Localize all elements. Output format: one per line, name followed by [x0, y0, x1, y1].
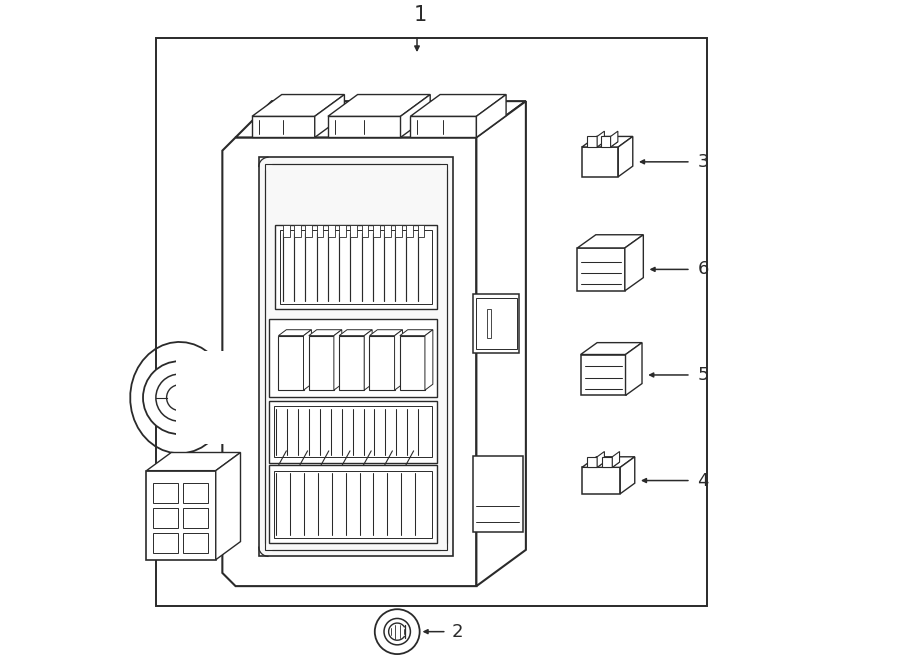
Polygon shape [425, 330, 433, 390]
Bar [582, 467, 620, 494]
Bar [400, 336, 425, 390]
Text: 4: 4 [698, 471, 709, 489]
Polygon shape [222, 138, 476, 586]
Bar [395, 225, 402, 237]
Text: 2: 2 [451, 623, 463, 641]
Polygon shape [582, 136, 633, 147]
Polygon shape [476, 101, 526, 586]
Polygon shape [364, 330, 372, 390]
Bar [373, 225, 380, 237]
Polygon shape [476, 95, 506, 138]
Polygon shape [625, 235, 643, 291]
Text: 6: 6 [698, 260, 709, 279]
Bar [587, 136, 597, 147]
Bar [281, 230, 431, 304]
Bar [183, 483, 208, 503]
Polygon shape [577, 235, 644, 248]
Text: 1: 1 [414, 5, 427, 25]
Polygon shape [328, 95, 430, 117]
Bar [278, 336, 303, 390]
Circle shape [166, 385, 193, 410]
Bar [268, 401, 436, 463]
Bar [275, 225, 436, 309]
Bar [153, 508, 178, 528]
Polygon shape [400, 95, 430, 138]
Bar [602, 457, 612, 467]
Polygon shape [410, 117, 476, 138]
Bar [183, 508, 208, 528]
Bar [258, 157, 454, 557]
Bar [587, 457, 597, 467]
Bar [350, 225, 357, 237]
Polygon shape [620, 457, 634, 494]
Polygon shape [252, 95, 345, 117]
Bar [384, 225, 391, 237]
Bar [157, 38, 707, 606]
Polygon shape [278, 330, 311, 336]
Polygon shape [597, 131, 605, 147]
Text: 3: 3 [698, 153, 709, 171]
Bar [339, 225, 346, 237]
Circle shape [374, 609, 419, 654]
Text: 5: 5 [698, 366, 709, 384]
Bar [580, 355, 626, 395]
Bar [274, 406, 431, 457]
Polygon shape [370, 330, 402, 336]
Bar [473, 295, 519, 353]
Polygon shape [602, 462, 619, 467]
Bar [487, 309, 491, 338]
Polygon shape [612, 451, 619, 467]
Polygon shape [394, 330, 402, 390]
Circle shape [384, 618, 410, 645]
Bar [153, 534, 178, 553]
Bar [176, 352, 230, 444]
Polygon shape [610, 131, 618, 147]
Polygon shape [400, 330, 433, 336]
Bar [370, 336, 394, 390]
Polygon shape [334, 330, 342, 390]
Polygon shape [147, 453, 240, 471]
Bar [600, 136, 610, 147]
Bar [362, 225, 368, 237]
Bar [418, 225, 425, 237]
Bar [309, 336, 334, 390]
Bar [274, 471, 431, 538]
Bar [284, 225, 290, 237]
Polygon shape [587, 462, 605, 467]
Bar [473, 456, 523, 532]
Bar [476, 298, 518, 350]
Polygon shape [582, 457, 634, 467]
Bar [268, 465, 436, 544]
Polygon shape [410, 95, 506, 117]
Bar [153, 483, 178, 503]
Polygon shape [303, 330, 311, 390]
Polygon shape [309, 330, 342, 336]
Polygon shape [315, 95, 345, 138]
Polygon shape [587, 142, 605, 147]
Bar [582, 147, 618, 177]
Polygon shape [600, 142, 618, 147]
Bar [339, 336, 365, 390]
Polygon shape [216, 453, 240, 560]
Polygon shape [597, 451, 605, 467]
Bar [183, 534, 208, 553]
Bar [577, 248, 625, 291]
Polygon shape [236, 101, 526, 138]
Circle shape [156, 374, 203, 421]
Polygon shape [339, 330, 372, 336]
Bar [147, 471, 216, 560]
Polygon shape [580, 343, 642, 355]
Bar [407, 225, 413, 237]
Bar [266, 164, 446, 550]
Bar [317, 225, 323, 237]
Bar [294, 225, 301, 237]
Polygon shape [626, 343, 642, 395]
Polygon shape [252, 117, 315, 138]
Bar [268, 319, 436, 397]
Polygon shape [328, 117, 400, 138]
Polygon shape [618, 136, 633, 177]
Bar [328, 225, 335, 237]
Circle shape [143, 361, 216, 434]
Bar [305, 225, 312, 237]
